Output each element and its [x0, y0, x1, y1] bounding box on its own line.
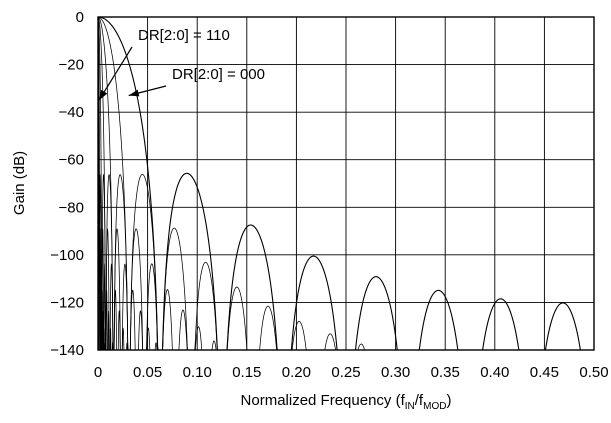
x-tick-label: 0 — [94, 364, 102, 381]
x-axis-label-end: ) — [446, 392, 451, 409]
x-tick-label: 0.05 — [133, 364, 162, 381]
annotation-arrow-line — [98, 46, 133, 101]
y-tick-label: −100 — [50, 247, 84, 264]
y-tick-label: −20 — [59, 57, 84, 74]
annotation-arrow-head — [99, 89, 108, 101]
annotations: DR[2:0] = 110 DR[2:0] = 000 — [98, 27, 265, 101]
x-tick-label: 0.35 — [431, 364, 460, 381]
x-axis-label: Normalized Frequency (fIN/fMOD) — [241, 392, 452, 412]
y-tick-label: −40 — [59, 104, 84, 121]
x-axis-label-sub2: MOD — [423, 401, 446, 412]
plot-frame — [97, 16, 595, 351]
y-tick-label: −80 — [59, 199, 84, 216]
x-tick-label: 0.50 — [579, 364, 608, 381]
x-tick-label: 0.20 — [282, 364, 311, 381]
x-tick-label: 0.25 — [331, 364, 360, 381]
y-tick-label: −60 — [59, 152, 84, 169]
annotation-arrow-head — [128, 89, 140, 97]
x-tick-labels: 0 0.05 0.10 0.15 0.20 0.25 0.30 0.35 0.40 0.45 0.5… — [94, 364, 609, 381]
x-axis-label-mid: /f — [415, 392, 424, 409]
annotation-label: DR[2:0] = 110 — [138, 27, 230, 44]
x-tick-label: 0.40 — [480, 364, 509, 381]
x-tick-label: 0.45 — [530, 364, 559, 381]
x-tick-label: 0.15 — [232, 364, 261, 381]
x-tick-label: 0.30 — [381, 364, 410, 381]
y-axis-label: Gain (dB) — [11, 151, 28, 215]
y-tick-label: −140 — [50, 342, 84, 359]
y-tick-label: 0 — [76, 9, 84, 26]
y-tick-label: −120 — [50, 294, 84, 311]
x-tick-label: 0.10 — [183, 364, 212, 381]
x-axis-label-sub1: IN — [405, 401, 415, 412]
y-tick-labels: 0 −20 −40 −60 −80 −100 −120 −140 — [50, 9, 84, 359]
x-axis-label-main: Normalized Frequency (f — [241, 392, 406, 409]
annotation-label: DR[2:0] = 000 — [172, 66, 265, 83]
